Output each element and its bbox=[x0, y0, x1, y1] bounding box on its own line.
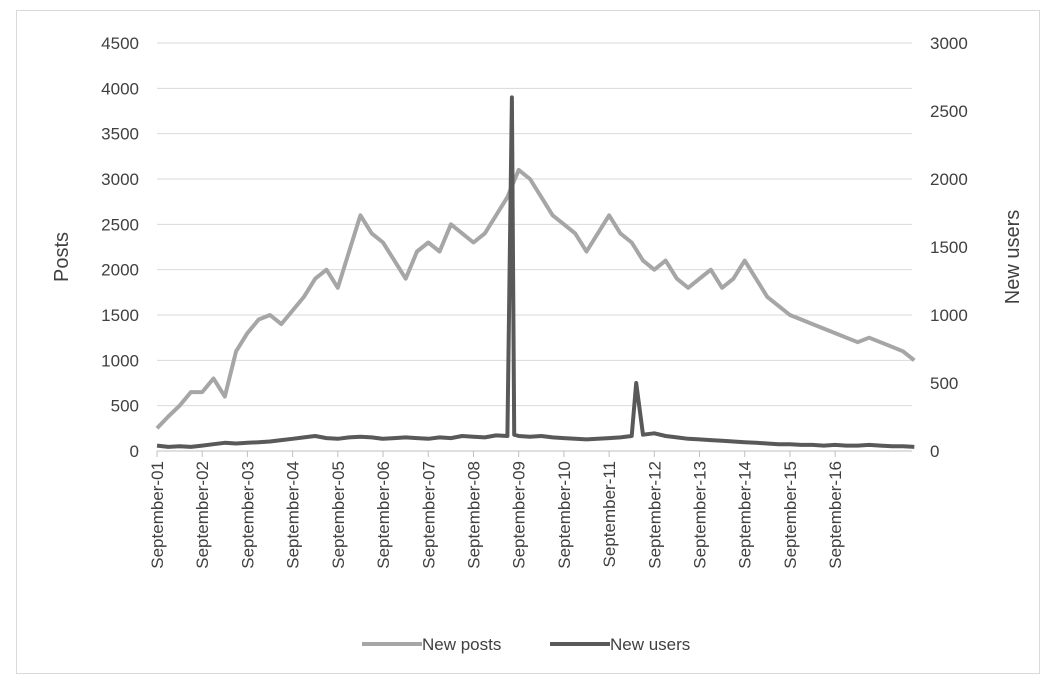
x-tick-label: September-16 bbox=[826, 461, 845, 569]
y-tick-label: 4000 bbox=[101, 79, 139, 98]
series-lines bbox=[155, 95, 916, 449]
x-tick-label: September-03 bbox=[238, 461, 257, 569]
x-tick-label: September-14 bbox=[736, 461, 755, 569]
chart-frame: 0 500 1000 1500 2000 2500 3000 3500 4000 4500 0 50… bbox=[16, 10, 1040, 674]
y-tick-label: 0 bbox=[130, 442, 139, 461]
y-right-tick-label: 2000 bbox=[930, 170, 968, 189]
series-line-new-posts bbox=[155, 167, 916, 430]
x-tick-label: September-06 bbox=[374, 461, 393, 569]
x-tick-label: September-02 bbox=[193, 461, 212, 569]
y-tick-label: 3500 bbox=[101, 125, 139, 144]
x-tick-label: September-09 bbox=[510, 461, 529, 569]
y-tick-label: 1500 bbox=[101, 306, 139, 325]
gridlines bbox=[157, 42, 912, 452]
x-axis-ticks: September-01 September-02 September-03 Sept… bbox=[148, 451, 845, 569]
dual-axis-line-chart: 0 500 1000 1500 2000 2500 3000 3500 4000 4500 0 50… bbox=[51, 34, 1024, 654]
y-right-tick-label: 3000 bbox=[930, 34, 968, 53]
x-tick-label: September-01 bbox=[148, 461, 167, 569]
y-right-tick-label: 0 bbox=[930, 442, 939, 461]
x-tick-label: September-13 bbox=[691, 461, 710, 569]
x-tick-label: September-10 bbox=[555, 461, 574, 569]
y-axis-left-title: Posts bbox=[51, 232, 73, 282]
y-right-tick-label: 1500 bbox=[930, 238, 968, 257]
y-tick-label: 2000 bbox=[101, 261, 139, 280]
y-tick-label: 1000 bbox=[101, 351, 139, 370]
y-right-tick-label: 1000 bbox=[930, 306, 968, 325]
y-tick-label: 500 bbox=[111, 397, 139, 416]
y-tick-label: 2500 bbox=[101, 215, 139, 234]
x-tick-label: September-12 bbox=[645, 461, 664, 569]
y-tick-label: 3000 bbox=[101, 170, 139, 189]
y-axis-left-ticks: 0 500 1000 1500 2000 2500 3000 3500 4000 4500 bbox=[101, 34, 139, 461]
legend-label-new-posts: New posts bbox=[422, 635, 501, 654]
series-line-new-users bbox=[156, 95, 915, 449]
x-tick-label: September-11 bbox=[600, 461, 619, 567]
y-tick-label: 4500 bbox=[101, 34, 139, 53]
x-tick-label: September-04 bbox=[284, 461, 303, 569]
x-tick-label: September-08 bbox=[464, 461, 483, 569]
y-axis-right-title: New users bbox=[1002, 210, 1024, 304]
legend-label-new-users: New users bbox=[610, 635, 690, 654]
y-axis-right-ticks: 0 500 1000 1500 2000 2500 3000 bbox=[930, 34, 968, 461]
legend: New posts New users bbox=[362, 635, 690, 654]
x-tick-label: September-05 bbox=[329, 461, 348, 569]
y-right-tick-label: 500 bbox=[930, 374, 958, 393]
y-right-tick-label: 2500 bbox=[930, 102, 968, 121]
x-tick-label: September-07 bbox=[419, 461, 438, 569]
x-tick-label: September-15 bbox=[781, 461, 800, 569]
